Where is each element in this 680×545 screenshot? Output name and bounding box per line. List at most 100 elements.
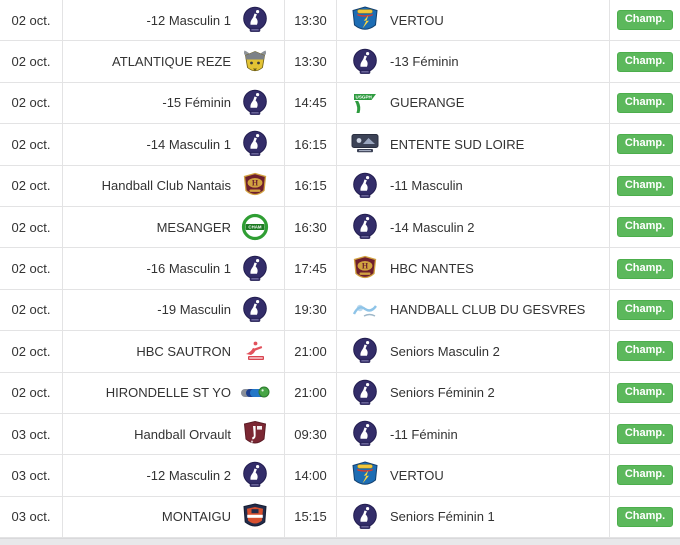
home-team-cell: -19 Masculin (63, 289, 285, 331)
svg-text:H: H (362, 261, 369, 270)
match-time: 16:15 (285, 165, 337, 206)
match-time: 21:00 (285, 372, 337, 413)
club-badge-icon (350, 378, 380, 408)
champ-cell: Champ. (610, 373, 680, 413)
home-team-cell: -16 Masculin 1 (63, 248, 285, 289)
club-badge-icon (240, 88, 270, 118)
champ-cell: Champ. (610, 248, 680, 288)
svg-text:H: H (252, 178, 259, 187)
home-team-cell: ATLANTIQUE REZE (63, 41, 285, 82)
match-time: 16:30 (285, 206, 337, 248)
guerange-icon: USGPH (350, 88, 380, 118)
away-team-cell: ENTENTE SUD LOIRE (337, 124, 610, 165)
club-badge-icon (350, 419, 380, 449)
champ-button[interactable]: Champ. (616, 92, 674, 113)
match-time: 17:45 (285, 248, 337, 289)
match-row: 02 oct. -16 Masculin 1 17:45 H HBC NANTE… (0, 248, 680, 290)
home-team-cell: HIRONDELLE ST YO (63, 372, 285, 413)
champ-button[interactable]: Champ. (616, 51, 674, 72)
home-team-name: -19 Masculin (157, 302, 231, 318)
champ-cell: Champ. (610, 0, 680, 40)
match-date: 02 oct. (0, 41, 63, 82)
away-team-cell: VERTOU (337, 0, 610, 41)
champ-cell: Champ. (610, 497, 680, 537)
champ-cell: Champ. (610, 124, 680, 164)
champ-button[interactable]: Champ. (616, 382, 674, 403)
match-row: 03 oct. Handball Orvault 09:30 -11 Fémin… (0, 413, 680, 456)
match-row: 02 oct. HIRONDELLE ST YO 21:00 Seniors F… (0, 372, 680, 414)
match-row: 02 oct. -19 Masculin 19:30 HANDBALL CLUB… (0, 289, 680, 332)
match-row: 03 oct. -12 Masculin 2 14:00 VERTOU Cham… (0, 455, 680, 497)
champ-button[interactable]: Champ. (616, 299, 674, 320)
gesvres-icon (350, 295, 380, 325)
hirondelle-icon (240, 378, 270, 408)
match-time: 16:15 (285, 124, 337, 165)
match-date: 02 oct. (0, 372, 63, 413)
home-team-name: -12 Masculin 2 (146, 467, 231, 483)
home-team-name: HIRONDELLE ST YO (105, 385, 231, 401)
home-team-cell: -12 Masculin 2 (63, 455, 285, 496)
match-date: 02 oct. (0, 206, 63, 248)
away-team-name: -11 Féminin (390, 426, 458, 442)
match-row: 02 oct. -12 Masculin 1 13:30 VERTOU Cham… (0, 0, 680, 42)
away-team-cell: -14 Masculin 2 (337, 206, 610, 248)
away-team-cell: VERTOU (337, 455, 610, 496)
home-team-name: MONTAIGU (161, 509, 231, 525)
champ-cell: Champ. (610, 207, 680, 247)
away-team-cell: Seniors Masculin 2 (337, 331, 610, 372)
home-team-cell: -15 Féminin (63, 82, 285, 124)
vertou-shield-icon (350, 5, 380, 35)
away-team-name: VERTOU (390, 467, 444, 483)
match-row: 02 oct. HBC SAUTRON 21:00 Seniors Mascul… (0, 331, 680, 373)
match-row: 02 oct. ATLANTIQUE REZE 13:30 -13 Fémini… (0, 41, 680, 83)
champ-button[interactable]: Champ. (616, 175, 674, 196)
home-team-name: HBC SAUTRON (136, 343, 231, 359)
away-team-cell: HANDBALL CLUB DU GESVRES (337, 289, 610, 331)
svg-text:CHAM: CHAM (248, 225, 262, 230)
away-team-cell: -11 Féminin (337, 413, 610, 455)
home-team-cell: MESANGER CHAM (63, 206, 285, 248)
home-team-cell: MONTAIGU (63, 496, 285, 538)
hbc-nantes-icon: H (350, 254, 380, 284)
club-badge-icon (350, 502, 380, 532)
champ-button[interactable]: Champ. (616, 134, 674, 155)
champ-cell: Champ. (610, 455, 680, 495)
away-team-name: ENTENTE SUD LOIRE (390, 136, 525, 152)
champ-button[interactable]: Champ. (616, 465, 674, 486)
match-row: 02 oct. Handball Club Nantais H 16:15 -1… (0, 165, 680, 207)
match-date: 02 oct. (0, 124, 63, 165)
footer-scrollbar-track[interactable] (0, 538, 680, 545)
match-date: 02 oct. (0, 248, 63, 289)
champ-button[interactable]: Champ. (616, 424, 674, 445)
club-badge-icon (240, 460, 270, 490)
away-team-cell: -13 Féminin (337, 41, 610, 82)
champ-cell: Champ. (610, 331, 680, 371)
match-date: 03 oct. (0, 496, 63, 538)
champ-button[interactable]: Champ. (616, 217, 674, 238)
home-team-name: ATLANTIQUE REZE (112, 54, 231, 70)
match-time: 19:30 (285, 289, 337, 331)
away-team-cell: H HBC NANTES (337, 248, 610, 289)
away-team-name: -11 Masculin (390, 178, 463, 194)
match-row: 02 oct. MESANGER CHAM 16:30 -14 Masculin… (0, 206, 680, 249)
match-date: 03 oct. (0, 455, 63, 496)
atlantique-reze-icon (240, 47, 270, 77)
away-team-name: Seniors Féminin 1 (390, 509, 495, 525)
club-badge-icon (240, 254, 270, 284)
champ-cell: Champ. (610, 290, 680, 330)
away-team-name: Seniors Féminin 2 (390, 385, 495, 401)
club-badge-icon (240, 295, 270, 325)
champ-button[interactable]: Champ. (616, 258, 674, 279)
match-date: 02 oct. (0, 0, 63, 41)
match-time: 13:30 (285, 0, 337, 41)
champ-button[interactable]: Champ. (616, 341, 674, 362)
champ-cell: Champ. (610, 414, 680, 454)
away-team-name: HBC NANTES (390, 261, 474, 277)
match-time: 13:30 (285, 41, 337, 82)
champ-button[interactable]: Champ. (616, 10, 674, 31)
club-badge-icon (350, 47, 380, 77)
champ-button[interactable]: Champ. (616, 506, 674, 527)
home-team-cell: Handball Club Nantais H (63, 165, 285, 206)
match-date: 02 oct. (0, 331, 63, 372)
